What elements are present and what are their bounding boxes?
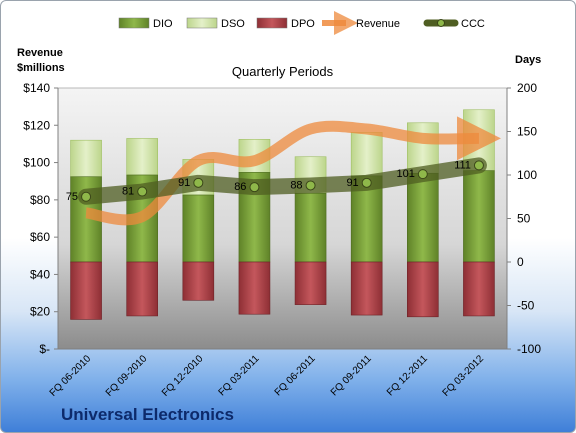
x-axis-tick-label: FQ 12-2010 [160, 353, 206, 399]
left-axis-title-line2: $millions [17, 62, 65, 74]
right-axis-tick-label: 150 [517, 125, 537, 139]
revenue-arrow [85, 116, 501, 226]
dpo-bar [350, 261, 383, 316]
right-axis-tick-label: 0 [517, 255, 524, 269]
left-axis-title-line1: Revenue [17, 47, 63, 59]
legend-swatch-dio [118, 17, 150, 29]
ccc-data-label: 91 [178, 177, 190, 189]
ccc-data-label: 101 [396, 168, 414, 180]
left-axis-tick-label: $120 [23, 118, 50, 132]
legend-swatch-ccc-marker [437, 19, 445, 27]
dpo-bar [407, 261, 439, 318]
left-axis-tick-label: $100 [23, 156, 50, 170]
ccc-marker [361, 177, 372, 188]
right-axis-tick-label: 50 [517, 212, 531, 226]
dio-bar [294, 192, 327, 263]
dpo-bar [182, 261, 215, 301]
chart-title: Quarterly Periods [232, 64, 334, 79]
x-axis-tick-label: FQ 03-2011 [217, 353, 262, 398]
x-axis-tick-label: FQ 06-2011 [273, 353, 318, 398]
ccc-data-label: 86 [234, 181, 246, 193]
legend-label-ccc: CCC [461, 18, 485, 30]
left-axis-tick-label: $- [39, 342, 50, 356]
legend-swatch-dso [186, 17, 218, 29]
right-axis-tick-label: -50 [517, 299, 535, 313]
dpo-bar [126, 261, 158, 317]
legend-label-revenue: Revenue [356, 18, 400, 30]
ccc-marker [193, 177, 204, 188]
ccc-marker [305, 180, 316, 191]
dio-bar [182, 194, 215, 263]
left-axis-tick-label: $80 [30, 193, 50, 207]
legend-label-dio: DIO [153, 18, 173, 30]
x-axis-tick-label: FQ 06-2010 [48, 353, 94, 399]
right-axis-tick-label: 100 [517, 168, 537, 182]
dio-bar [407, 172, 439, 263]
ccc-marker [137, 186, 148, 197]
dpo-bar [294, 261, 327, 305]
dio-bar [463, 170, 495, 263]
ccc-marker [417, 169, 428, 180]
ccc-data-label: 91 [346, 177, 358, 189]
ccc-data-label: 75 [66, 191, 78, 203]
legend-label-dpo: DPO [291, 18, 315, 30]
right-axis-title: Days [515, 54, 541, 66]
ccc-marker [81, 191, 92, 202]
left-axis-tick-label: $140 [23, 81, 50, 95]
x-axis-tick-label: FQ 09-2010 [104, 353, 150, 399]
left-axis-tick-label: $40 [30, 267, 50, 281]
ccc-marker [473, 160, 484, 171]
company-name: Universal Electronics [61, 405, 234, 424]
x-axis-tick-label: FQ 03-2012 [441, 353, 487, 399]
ccc-marker [249, 182, 260, 193]
ccc-data-label: 81 [122, 186, 134, 198]
right-axis-tick-label: 200 [517, 81, 537, 95]
left-axis-tick-label: $60 [30, 230, 50, 244]
dso-bar [70, 139, 102, 178]
dso-bar [126, 138, 158, 176]
right-axis-tick-label: -100 [517, 342, 541, 356]
ccc-data-label: 88 [290, 179, 302, 191]
dso-bar [350, 132, 383, 177]
ccc-line [78, 157, 487, 205]
dpo-bar [70, 261, 102, 320]
dpo-bar [238, 261, 271, 315]
ccc-data-label: 111 [454, 159, 471, 171]
left-axis-tick-label: $20 [30, 305, 50, 319]
x-axis-tick-label: FQ 12-2011 [385, 353, 430, 398]
legend-swatch-dpo [256, 17, 288, 29]
x-axis-tick-label: FQ 09-2011 [329, 353, 374, 398]
dpo-bar [463, 261, 495, 317]
legend-label-dso: DSO [221, 18, 245, 30]
